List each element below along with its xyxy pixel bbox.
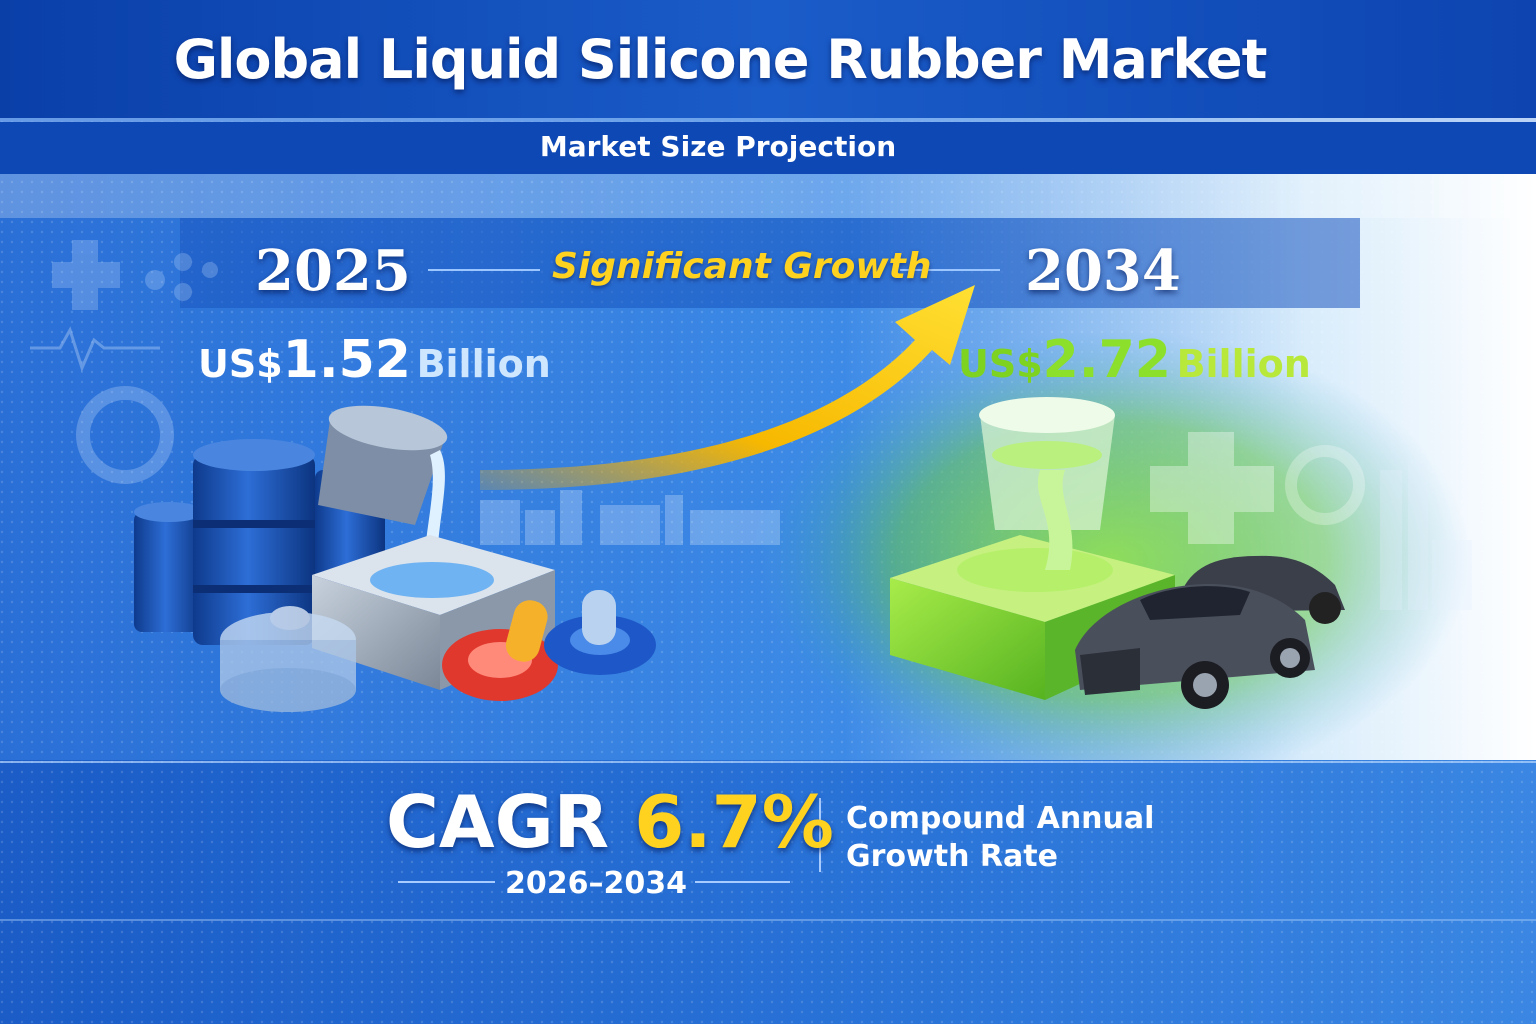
page-subtitle: Market Size Projection — [539, 130, 897, 163]
cagr-value: CAGR 6.7% — [386, 780, 834, 864]
silicone-part-icon — [220, 606, 356, 712]
start-year: 2025 — [255, 238, 411, 304]
cagr-percent: 6.7% — [634, 780, 834, 864]
start-number: 1.52 — [282, 330, 411, 390]
start-unit: Billion — [416, 342, 551, 386]
heartbeat-icon — [30, 326, 160, 373]
page-title: Global Liquid Silicone Rubber Market — [173, 28, 1268, 91]
end-value: US$2.72 Billion — [958, 330, 1311, 390]
growth-label: Significant Growth — [552, 246, 932, 287]
start-currency: US$ — [198, 342, 283, 386]
cagr-description: Compound Annual Growth Rate — [846, 800, 1166, 876]
cagr-description-line1: Compound Annual — [846, 801, 1155, 836]
dots-icon — [145, 253, 218, 301]
gear-icon-right — [1285, 445, 1365, 525]
factory-skyline-icon — [480, 460, 1472, 610]
car-icon — [1075, 555, 1345, 709]
bucket-icon — [318, 405, 448, 585]
end-year: 2034 — [1025, 238, 1181, 304]
oil-drum-icon — [134, 439, 385, 645]
medical-cross-icon — [52, 240, 120, 310]
growth-arrow-icon — [480, 285, 975, 490]
pacifier-icon — [442, 590, 656, 701]
cup-icon — [979, 397, 1115, 570]
end-currency: US$ — [958, 342, 1043, 386]
cagr-period: 2026–2034 — [505, 866, 687, 901]
end-number: 2.72 — [1042, 330, 1171, 390]
cagr-description-line2: Growth Rate — [846, 839, 1058, 874]
end-unit: Billion — [1176, 342, 1311, 386]
gear-icon — [76, 386, 174, 484]
medical-cross-icon-right — [1150, 432, 1274, 544]
start-value: US$1.52 Billion — [198, 330, 551, 390]
cagr-label: CAGR — [386, 780, 610, 864]
